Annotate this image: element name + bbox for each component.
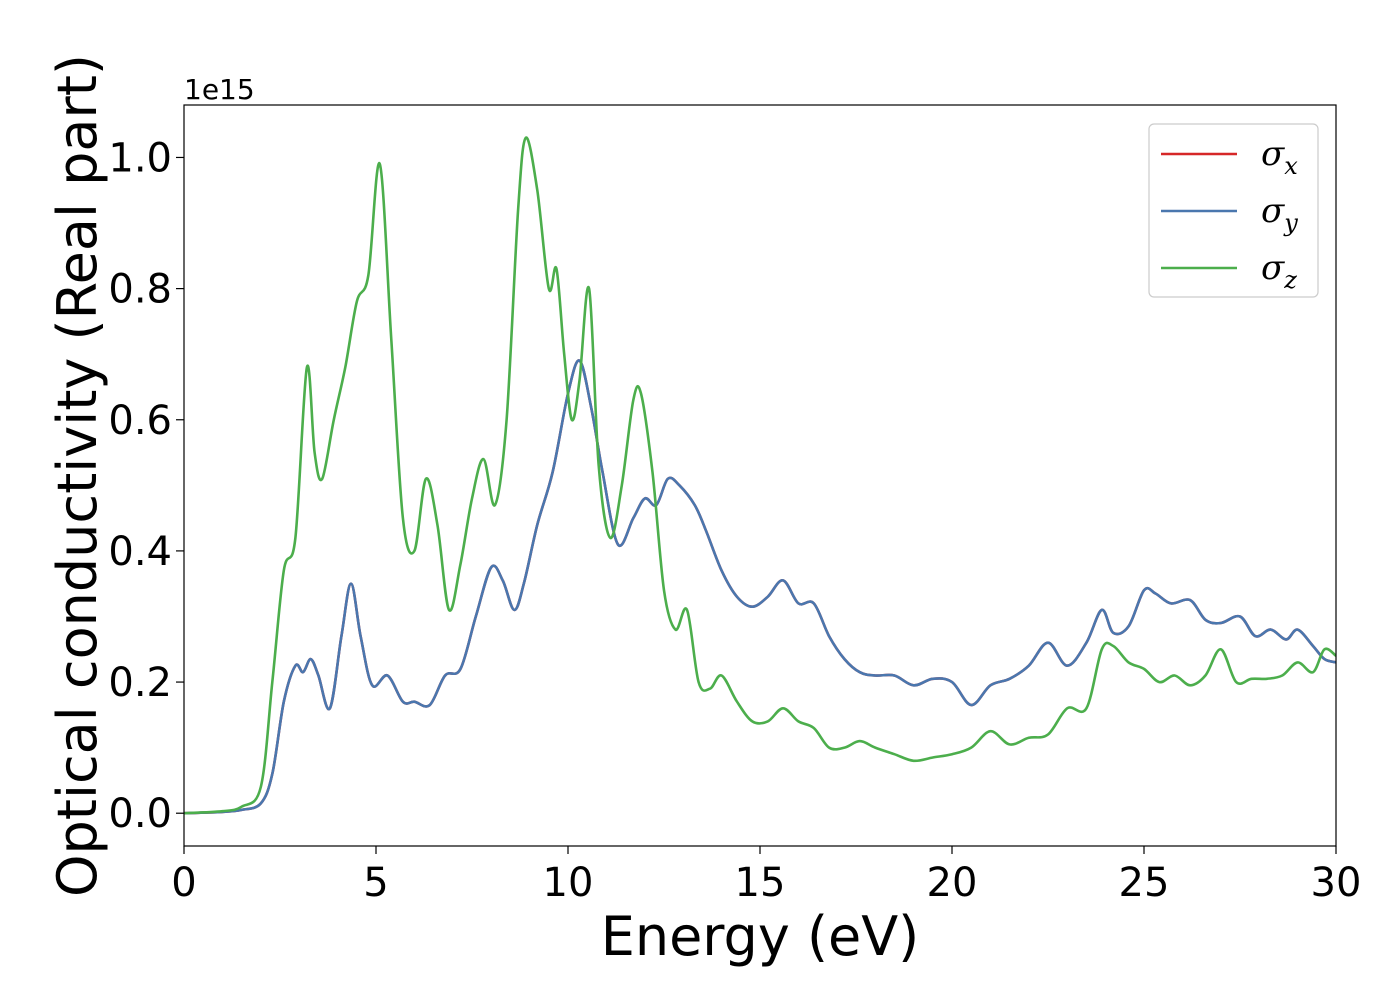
x-tick-label: 15 [735,860,786,906]
y-tick-label: 0.8 [108,267,172,313]
x-tick-label: 10 [543,860,594,906]
legend-label-base: σ [1261,134,1285,174]
x-tick-label: 30 [1311,860,1362,906]
legend-label-y: σy [1261,191,1298,237]
legend-label-base: σ [1261,248,1285,288]
series-line-z [184,136,1336,815]
y-tick-label: 0.6 [108,398,172,444]
legend-label-base: σ [1261,191,1285,231]
x-axis-title: Energy (eV) [601,905,920,968]
series-layer [184,136,1336,815]
x-tick-label: 5 [363,860,388,906]
legend-label-sub: z [1283,266,1297,294]
y-tick-label: 1.0 [108,135,172,181]
legend-label-sub: x [1284,152,1298,180]
x-tick-label: 25 [1119,860,1170,906]
series-line-x [184,359,1336,815]
legend-label-z: σz [1261,248,1297,294]
y-tick-label: 0.4 [108,529,172,575]
y-axis-title: Optical conductivity (Real part) [46,54,109,897]
legend-label-sub: y [1283,209,1298,237]
x-tick-label: 0 [171,860,196,906]
y-axis-offset-label: 1e15 [184,73,255,106]
x-tick-label: 20 [927,860,978,906]
y-tick-label: 0.0 [108,791,172,837]
y-tick-label: 0.2 [108,660,172,706]
x-axis: 0 5 10 15 20 25 30 [171,846,1361,906]
series-line-y [184,359,1336,815]
legend-label-x: σx [1261,134,1298,180]
y-axis: 0.0 0.2 0.4 0.6 0.8 1.0 [108,135,184,837]
